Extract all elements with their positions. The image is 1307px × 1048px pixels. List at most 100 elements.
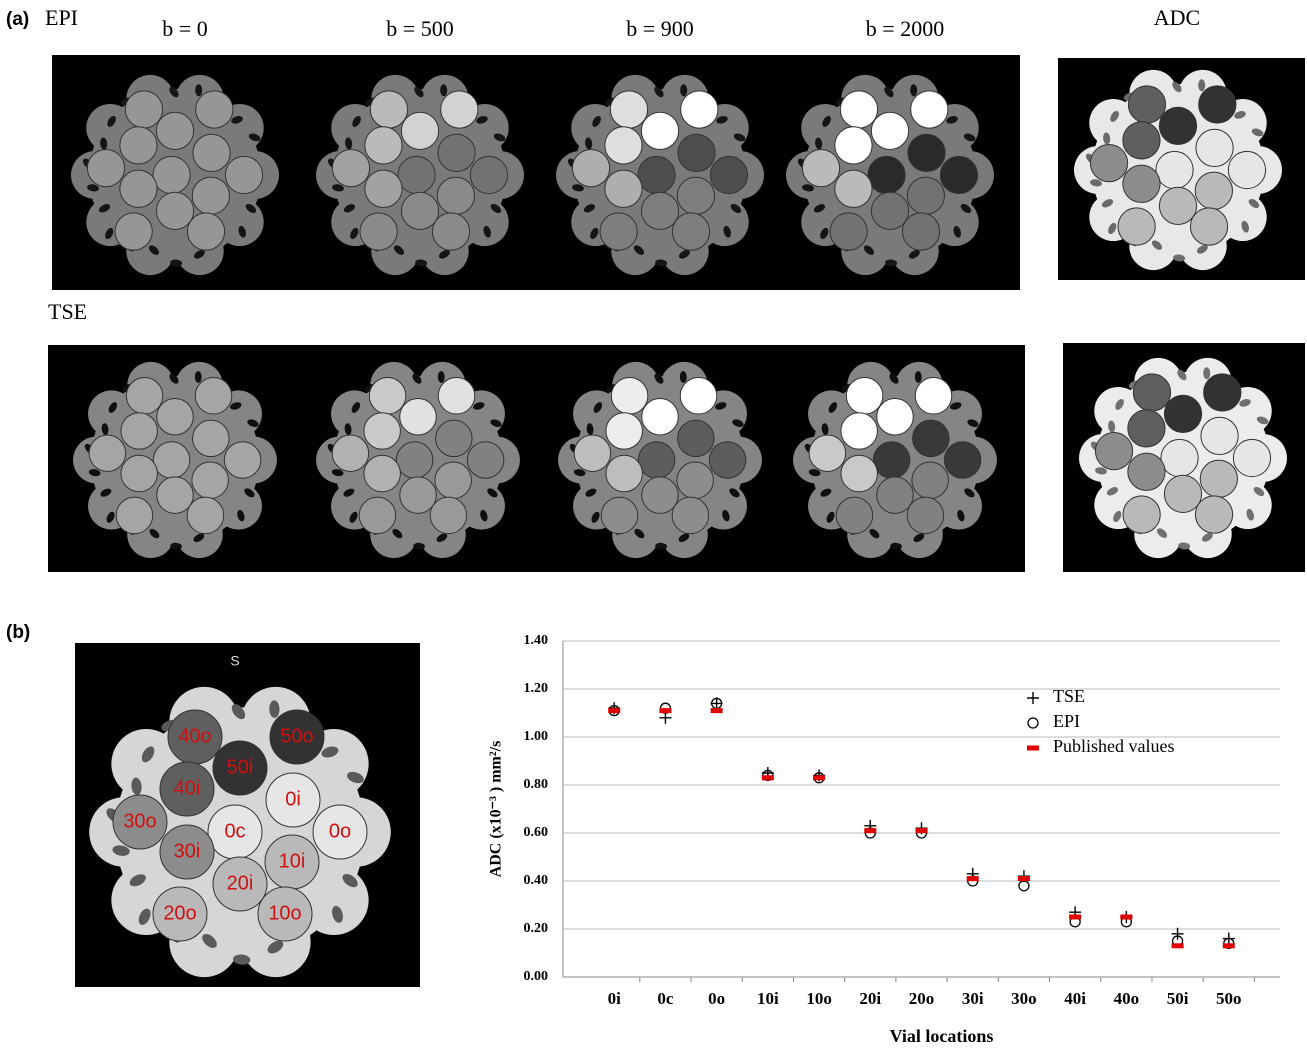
- vial: [396, 442, 432, 478]
- y-tick-label: 0.20: [524, 921, 549, 936]
- vial: [1164, 395, 1201, 432]
- vial-label: 30i: [174, 840, 201, 862]
- vial: [611, 378, 647, 414]
- vial: [193, 420, 229, 456]
- vial: [332, 149, 369, 186]
- vial: [846, 378, 882, 414]
- vial: [601, 497, 637, 533]
- vial: [1090, 144, 1127, 181]
- vial-label: 50i: [227, 756, 254, 778]
- vial: [912, 462, 948, 498]
- vial: [1128, 86, 1165, 123]
- vial: [835, 170, 872, 207]
- vial: [830, 213, 867, 250]
- vial: [435, 462, 471, 498]
- vial-label: 40o: [178, 725, 211, 747]
- x-tick-label: 50o: [1216, 989, 1242, 1008]
- vial: [672, 213, 709, 250]
- vial: [121, 413, 157, 449]
- vial: [192, 177, 229, 214]
- vial: [709, 442, 745, 478]
- x-tick-label: 0i: [608, 989, 622, 1008]
- dash-marker: [967, 876, 979, 881]
- vial: [364, 455, 400, 491]
- column-label: b = 900: [626, 16, 693, 41]
- vial-label: 0o: [329, 820, 351, 842]
- vial: [678, 134, 715, 171]
- vial: [642, 398, 678, 434]
- panel-label: (a): [6, 9, 29, 30]
- vial: [400, 477, 436, 513]
- x-tick-label: 10i: [757, 989, 779, 1008]
- vial: [120, 170, 157, 207]
- vial: [871, 112, 908, 149]
- vial: [153, 442, 189, 478]
- vial: [187, 213, 224, 250]
- dash-marker: [659, 708, 671, 713]
- vial: [89, 435, 125, 471]
- x-tick-label: 40o: [1114, 989, 1140, 1008]
- figure: (a) EPI TSE b = 0 b = 500 b = 900 b = 20…: [0, 0, 1307, 1048]
- legend-marker: [1028, 718, 1038, 728]
- vial: [680, 378, 716, 414]
- vial: [841, 455, 877, 491]
- vial: [605, 127, 642, 164]
- dash-marker: [711, 708, 723, 713]
- vial: [908, 134, 945, 171]
- vial: [225, 156, 262, 193]
- x-tick-label: 30o: [1011, 989, 1037, 1008]
- vial-label: 10o: [268, 902, 301, 924]
- vial: [365, 170, 402, 207]
- circle-marker: [1019, 881, 1029, 891]
- vial: [430, 497, 466, 533]
- y-tick-label: 0.60: [524, 825, 549, 840]
- plus-marker: [711, 697, 723, 709]
- vial: [116, 497, 152, 533]
- vial: [1123, 165, 1160, 202]
- vial: [365, 127, 402, 164]
- vial: [157, 477, 193, 513]
- vial: [1164, 475, 1201, 512]
- vial: [1195, 496, 1232, 533]
- vial: [944, 442, 980, 478]
- vial: [877, 398, 913, 434]
- legend-marker: [1027, 746, 1039, 751]
- vial: [432, 213, 469, 250]
- vial: [125, 91, 162, 128]
- vial: [642, 477, 678, 513]
- vial: [1156, 151, 1193, 188]
- vial: [1128, 410, 1165, 447]
- vial: [606, 413, 642, 449]
- vial: [572, 149, 609, 186]
- column-label: b = 500: [386, 16, 453, 41]
- vial: [467, 442, 503, 478]
- vial: [193, 134, 230, 171]
- vial: [913, 420, 949, 456]
- vial: [871, 192, 908, 229]
- vial-label: 20o: [163, 902, 196, 924]
- vial: [802, 149, 839, 186]
- vial: [672, 497, 708, 533]
- vial: [436, 420, 472, 456]
- vial: [907, 497, 943, 533]
- vial: [126, 378, 162, 414]
- vial: [606, 455, 642, 491]
- vial: [902, 213, 939, 250]
- dash-marker: [1120, 915, 1132, 920]
- vial-label: 30o: [123, 810, 156, 832]
- legend-label: Published values: [1053, 736, 1175, 756]
- vial: [332, 435, 368, 471]
- vial: [360, 213, 397, 250]
- dash-marker: [864, 828, 876, 833]
- vial: [835, 127, 872, 164]
- dash-marker: [916, 828, 928, 833]
- column-label: b = 2000: [866, 16, 944, 41]
- vial: [907, 177, 944, 214]
- vial: [1095, 432, 1132, 469]
- x-tick-label: 20o: [909, 989, 935, 1008]
- vial: [1118, 208, 1155, 245]
- row-label: TSE: [48, 299, 87, 324]
- vial: [610, 91, 647, 128]
- vial: [677, 462, 713, 498]
